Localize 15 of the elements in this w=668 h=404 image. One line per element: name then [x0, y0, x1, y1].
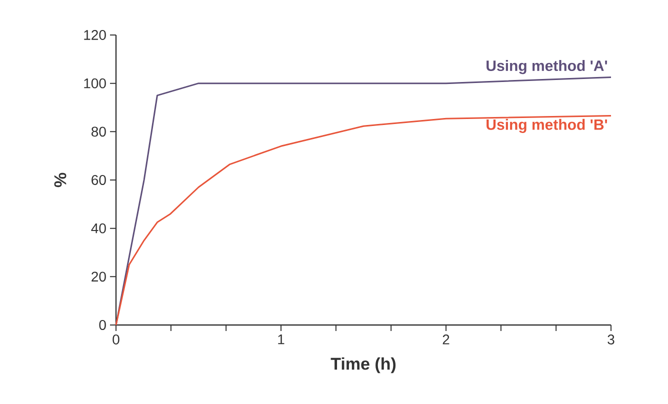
series-label: Using method 'A' — [486, 60, 608, 74]
x-tick-label: 3 — [608, 334, 614, 344]
y-axis-title: % — [54, 172, 66, 188]
y-tick-label: 120 — [84, 30, 106, 40]
x-tick-label: 1 — [278, 334, 284, 344]
y-tick-label: 20 — [92, 272, 106, 282]
y-tick-label: 80 — [92, 126, 106, 137]
x-tick-label: 0 — [112, 334, 120, 344]
y-tick-label: 0 — [99, 320, 106, 330]
y-tick-label: 100 — [84, 78, 106, 88]
x-axis-title: Time (h) — [330, 357, 396, 374]
x-tick-label: 2 — [442, 334, 450, 344]
y-tick-label: 40 — [91, 223, 106, 234]
series-label: Using method 'B' — [486, 118, 608, 133]
y-tick-label: 60 — [92, 175, 106, 185]
